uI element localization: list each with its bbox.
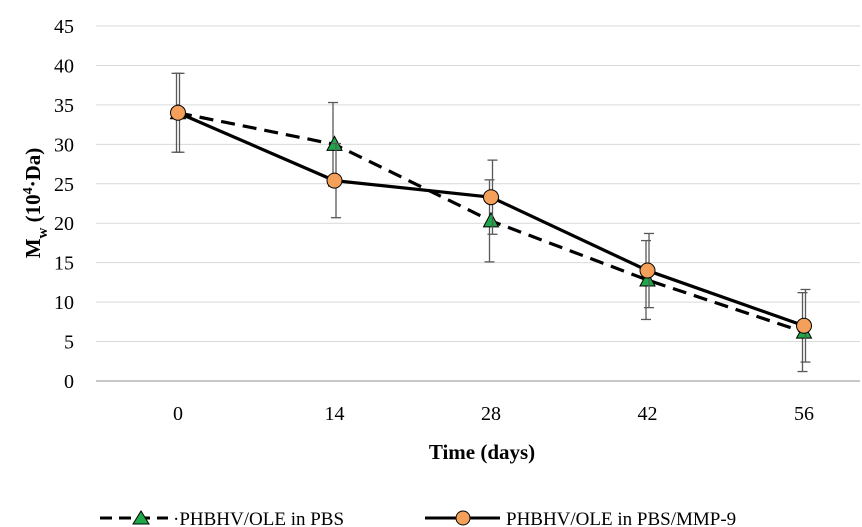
y-tick-label: 30: [54, 134, 74, 156]
x-tick-label: 42: [638, 403, 658, 425]
x-tick-label: 56: [794, 403, 814, 425]
legend: ·PHBHV/OLE in PBS PHBHV/OLE in PBS/MMP-9: [100, 509, 736, 527]
legend-swatch-triangle-icon: [132, 510, 150, 525]
x-tick-label: 0: [173, 403, 183, 425]
y-tick-label: 45: [54, 16, 74, 38]
y-tick-label: 25: [54, 174, 74, 196]
y-tick-label: 15: [54, 253, 74, 275]
x-tick-labels: 0 14 28 42 56: [173, 403, 814, 425]
legend-item-pbs-mmp9: PHBHV/OLE in PBS/MMP-9: [425, 509, 736, 527]
series-pbs: [169, 72, 813, 373]
y-tick-labels: 0 5 10 15 20 25 30 35 40 45: [54, 16, 74, 393]
circle-marker: [796, 317, 812, 334]
legend-label-pbs-mmp9: PHBHV/OLE in PBS/MMP-9: [506, 509, 736, 527]
legend-swatch-circle-icon: [455, 510, 471, 526]
y-axis-title: Mw (104·Da): [21, 148, 51, 259]
y-tick-label: 40: [54, 55, 74, 77]
series-pbs-mmp9: [170, 72, 812, 363]
circle-marker: [639, 262, 656, 279]
gridlines: [96, 25, 860, 343]
y-tick-label: 20: [54, 213, 74, 235]
circle-marker: [326, 172, 343, 189]
y-tick-label: 0: [64, 371, 74, 393]
legend-label-pbs: ·PHBHV/OLE in PBS: [173, 509, 344, 527]
y-tick-label: 5: [64, 332, 74, 354]
legend-item-pbs: ·PHBHV/OLE in PBS: [100, 509, 344, 527]
circle-marker: [483, 189, 499, 206]
x-tick-label: 14: [325, 403, 345, 425]
triangle-marker: [639, 270, 656, 287]
y-tick-label: 35: [54, 95, 74, 117]
triangle-marker: [482, 211, 500, 228]
circle-marker: [170, 104, 186, 121]
x-tick-label: 28: [481, 403, 501, 425]
y-tick-label: 10: [54, 292, 74, 314]
series-layer: [169, 72, 813, 373]
x-axis-title: Time (days): [429, 440, 535, 464]
